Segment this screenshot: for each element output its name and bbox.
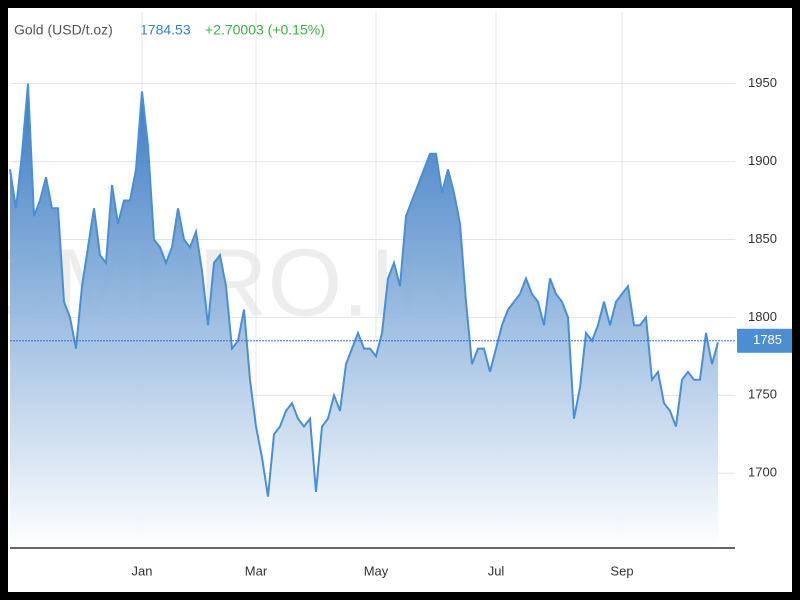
- y-tick-label: 1900: [748, 153, 777, 168]
- chart-title: Gold (USD/t.oz): [14, 22, 113, 38]
- x-tick-label: May: [364, 563, 389, 578]
- line: [9, 83, 719, 497]
- y-tick-label: 1800: [748, 309, 777, 324]
- y-tick-label: 1750: [748, 387, 777, 402]
- price: 1784.53: [140, 22, 191, 38]
- y-tick-label: 1950: [748, 75, 777, 90]
- current-price-label: 1785: [753, 332, 782, 347]
- x-tick-label: Jan: [132, 563, 153, 578]
- x-tick-label: Sep: [610, 563, 633, 578]
- x-tick-label: Mar: [245, 563, 268, 578]
- x-tick-label: Jul: [488, 563, 505, 578]
- y-tick-label: 1850: [748, 231, 777, 246]
- price-change: +2.70003 (+0.15%): [205, 22, 325, 38]
- current-price-tag: [737, 328, 792, 353]
- y-tick-label: 1700: [748, 465, 777, 480]
- area: [10, 83, 718, 548]
